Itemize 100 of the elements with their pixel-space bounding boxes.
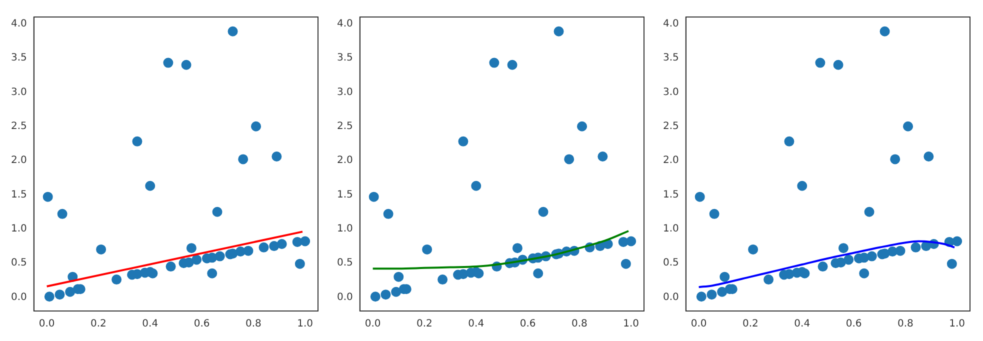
point bbox=[694, 192, 705, 202]
y-tick-label: 1.0 bbox=[662, 224, 679, 235]
y-tick-label: 1.0 bbox=[336, 224, 353, 235]
y-tick-label: 4.0 bbox=[662, 18, 679, 30]
point bbox=[243, 246, 254, 256]
y-tick-label: 3.5 bbox=[10, 52, 27, 64]
point bbox=[507, 60, 518, 70]
point bbox=[163, 58, 174, 68]
x-tick-label: 0.2 bbox=[742, 318, 758, 330]
point bbox=[709, 208, 720, 219]
y-tick-label: 3.0 bbox=[336, 86, 353, 98]
point bbox=[890, 154, 900, 164]
point bbox=[112, 274, 122, 285]
y-tick-label: 3.5 bbox=[336, 52, 353, 64]
point bbox=[380, 290, 391, 300]
y-tick-label: 1.0 bbox=[10, 224, 27, 235]
y-tick-label: 0.0 bbox=[10, 292, 27, 303]
x-tick-label: 1.0 bbox=[623, 318, 640, 330]
point bbox=[300, 236, 310, 246]
point bbox=[895, 246, 906, 256]
y-tick-label: 0.5 bbox=[336, 258, 353, 269]
point bbox=[818, 262, 828, 272]
point bbox=[717, 286, 728, 297]
point bbox=[166, 262, 176, 272]
point bbox=[554, 26, 564, 36]
point bbox=[706, 290, 717, 300]
y-tick-label: 0.0 bbox=[662, 292, 679, 303]
y-tick-label: 4.0 bbox=[336, 18, 353, 30]
point bbox=[186, 243, 196, 254]
x-tick-label: 0.0 bbox=[38, 318, 55, 330]
point bbox=[910, 242, 921, 252]
point bbox=[866, 251, 877, 262]
point bbox=[720, 272, 730, 282]
x-tick-label: 0.4 bbox=[794, 318, 810, 330]
point bbox=[145, 180, 156, 191]
point bbox=[815, 58, 826, 68]
point bbox=[228, 26, 238, 36]
point bbox=[458, 136, 468, 146]
point bbox=[394, 272, 404, 282]
point bbox=[538, 206, 548, 217]
x-tick-label: 0.8 bbox=[897, 318, 914, 330]
y-tick-label: 2.0 bbox=[10, 155, 27, 166]
point bbox=[54, 290, 65, 300]
point bbox=[44, 292, 54, 302]
point bbox=[272, 151, 282, 162]
y-tick-label: 2.0 bbox=[336, 155, 353, 166]
point bbox=[564, 154, 574, 164]
point bbox=[181, 60, 192, 70]
point bbox=[269, 241, 280, 252]
point bbox=[620, 258, 631, 269]
point bbox=[489, 58, 500, 68]
point bbox=[276, 238, 287, 249]
point bbox=[207, 268, 218, 278]
y-tick-label: 0.0 bbox=[336, 292, 353, 303]
x-tick-label: 0.4 bbox=[142, 318, 158, 330]
y-tick-label: 2.5 bbox=[336, 120, 353, 132]
point bbox=[800, 268, 810, 278]
point bbox=[368, 192, 379, 202]
x-tick-label: 0.6 bbox=[520, 318, 536, 330]
point bbox=[391, 286, 402, 297]
x-tick-label: 1.0 bbox=[297, 318, 314, 330]
point bbox=[258, 242, 269, 252]
point bbox=[748, 244, 758, 254]
point bbox=[864, 206, 874, 217]
point bbox=[214, 251, 225, 262]
x-tick-label: 0.6 bbox=[194, 318, 210, 330]
x-tick-label: 0.4 bbox=[468, 318, 484, 330]
y-tick-label: 4.0 bbox=[10, 18, 27, 30]
point bbox=[512, 243, 522, 254]
point bbox=[212, 206, 222, 217]
y-tick-label: 2.5 bbox=[10, 120, 27, 132]
point bbox=[294, 258, 305, 269]
x-tick-label: 0.8 bbox=[571, 318, 588, 330]
y-tick-label: 3.5 bbox=[662, 52, 679, 64]
point bbox=[42, 192, 53, 202]
y-tick-label: 1.5 bbox=[10, 189, 27, 200]
x-tick-label: 0.2 bbox=[90, 318, 106, 330]
point bbox=[422, 244, 432, 254]
point bbox=[833, 60, 844, 70]
point bbox=[57, 208, 68, 219]
point bbox=[383, 208, 394, 219]
point bbox=[696, 292, 706, 302]
point bbox=[370, 292, 380, 302]
point bbox=[251, 121, 262, 132]
point bbox=[946, 258, 957, 269]
y-tick-label: 2.5 bbox=[662, 120, 679, 132]
y-tick-label: 0.5 bbox=[662, 258, 679, 269]
point bbox=[533, 268, 544, 278]
x-tick-label: 0.6 bbox=[846, 318, 862, 330]
y-tick-label: 3.0 bbox=[10, 86, 27, 98]
y-tick-label: 1.5 bbox=[662, 189, 679, 200]
x-tick-label: 1.0 bbox=[949, 318, 966, 330]
point bbox=[626, 236, 636, 246]
point bbox=[598, 151, 608, 162]
y-tick-label: 1.5 bbox=[336, 189, 353, 200]
point bbox=[577, 121, 588, 132]
y-tick-label: 2.0 bbox=[662, 155, 679, 166]
x-tick-label: 0.0 bbox=[690, 318, 707, 330]
point bbox=[238, 154, 248, 164]
point bbox=[192, 254, 202, 265]
